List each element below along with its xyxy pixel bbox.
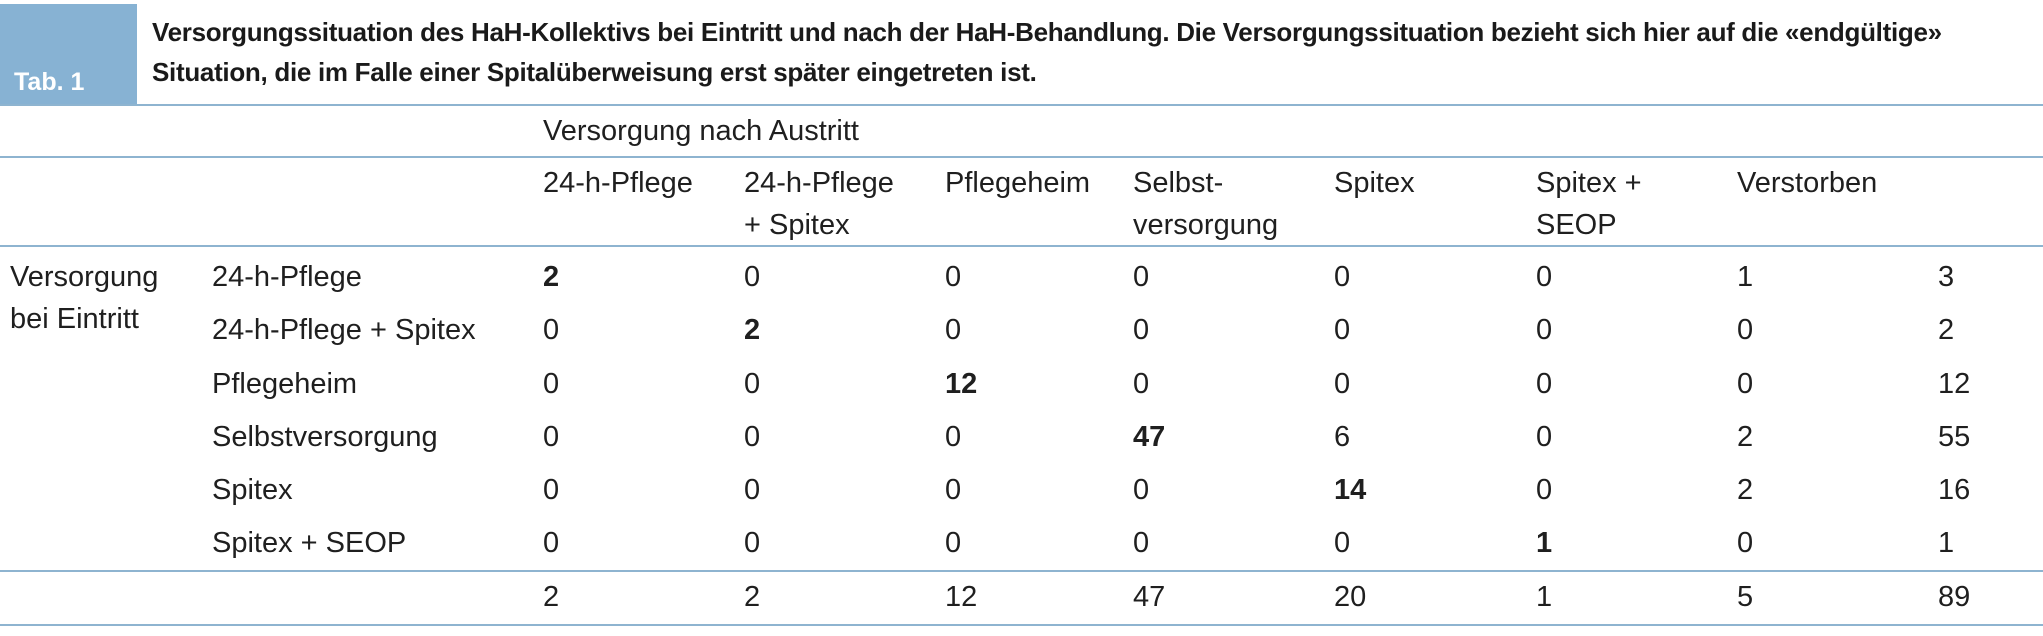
row-label: Selbstversorgung <box>212 421 438 453</box>
table-cell: 0 <box>1133 474 1150 506</box>
column-header: Selbst- <box>1133 167 1224 199</box>
table-cell: 0 <box>744 474 761 506</box>
table-cell: 14 <box>1334 474 1367 506</box>
table-cell: 0 <box>1737 527 1754 559</box>
table-cell: 0 <box>1536 421 1553 453</box>
table-cell: 12 <box>945 368 978 400</box>
table-cell: 0 <box>945 314 962 346</box>
table-cell: 0 <box>543 527 560 559</box>
table-cell: 0 <box>1536 261 1553 293</box>
column-header: Spitex <box>1334 167 1415 199</box>
row-total: 55 <box>1938 421 1971 453</box>
table-cell: 0 <box>1133 314 1150 346</box>
column-header: versorgung <box>1133 209 1279 241</box>
rule-above-totals <box>0 570 2043 572</box>
column-header: + Spitex <box>744 209 850 241</box>
rule-below-group <box>0 156 2043 158</box>
table-cell: 0 <box>1133 527 1150 559</box>
column-header: 24-h-Pflege <box>543 167 693 199</box>
table-cell: 0 <box>1536 314 1553 346</box>
table-cell: 1 <box>1536 527 1553 559</box>
table-cell: 6 <box>1334 421 1351 453</box>
table-cell: 0 <box>945 421 962 453</box>
table-cell: 2 <box>744 314 761 346</box>
table-cell: 0 <box>1737 368 1754 400</box>
column-total: 20 <box>1334 581 1367 613</box>
row-group-label: Versorgung <box>10 261 159 293</box>
row-label: Spitex + SEOP <box>212 527 407 559</box>
row-label: Pflegeheim <box>212 368 358 400</box>
row-total: 12 <box>1938 368 1971 400</box>
row-label: Spitex <box>212 474 293 506</box>
table-cell: 0 <box>945 261 962 293</box>
rule-bottom <box>0 624 2043 626</box>
row-label: 24-h-Pflege <box>212 261 362 293</box>
rule-below-header <box>0 245 2043 247</box>
table-cell: 0 <box>1334 314 1351 346</box>
table-cell: 0 <box>744 527 761 559</box>
column-total: 47 <box>1133 581 1166 613</box>
table-cell: 0 <box>543 474 560 506</box>
column-total: 5 <box>1737 581 1754 613</box>
table-cell: 0 <box>543 368 560 400</box>
row-label: 24-h-Pflege + Spitex <box>212 314 476 346</box>
grand-total: 89 <box>1938 581 1971 613</box>
column-total: 12 <box>945 581 978 613</box>
column-header: Verstorben <box>1737 167 1878 199</box>
table-cell: 0 <box>1334 261 1351 293</box>
column-header: Pflegeheim <box>945 167 1091 199</box>
table-cell: 2 <box>543 261 560 293</box>
table-cell: 1 <box>1737 261 1754 293</box>
table-cell: 0 <box>945 527 962 559</box>
column-header: SEOP <box>1536 209 1617 241</box>
column-total: 2 <box>543 581 560 613</box>
table-cell: 0 <box>1133 261 1150 293</box>
column-header: Spitex + <box>1536 167 1642 199</box>
row-total: 1 <box>1938 527 1955 559</box>
table-cell: 0 <box>744 421 761 453</box>
rule-top <box>0 104 2043 106</box>
column-total: 1 <box>1536 581 1553 613</box>
table-cell: 0 <box>543 421 560 453</box>
row-total: 3 <box>1938 261 1955 293</box>
table-caption: Versorgungssituation des HaH-Kollektivs … <box>152 17 1942 87</box>
row-total: 2 <box>1938 314 1955 346</box>
table-cell: 0 <box>1737 314 1754 346</box>
table-cell: 2 <box>1737 474 1754 506</box>
table-cell: 2 <box>1737 421 1754 453</box>
table-cell: 47 <box>1133 421 1166 453</box>
row-total: 16 <box>1938 474 1971 506</box>
table-cell: 0 <box>945 474 962 506</box>
row-group-label: bei Eintritt <box>10 303 139 335</box>
table-cell: 0 <box>1334 527 1351 559</box>
table-cell: 0 <box>1133 368 1150 400</box>
table-cell: 0 <box>1334 368 1351 400</box>
table-cell: 0 <box>744 368 761 400</box>
table-cell: 0 <box>1536 368 1553 400</box>
table-cell: 0 <box>543 314 560 346</box>
column-total: 2 <box>744 581 761 613</box>
column-header: 24-h-Pflege <box>744 167 894 199</box>
column-group-label: Versorgung nach Austritt <box>543 115 859 147</box>
table-cell: 0 <box>1536 474 1553 506</box>
table-number-label: Tab. 1 <box>0 4 137 105</box>
table-cell: 0 <box>744 261 761 293</box>
